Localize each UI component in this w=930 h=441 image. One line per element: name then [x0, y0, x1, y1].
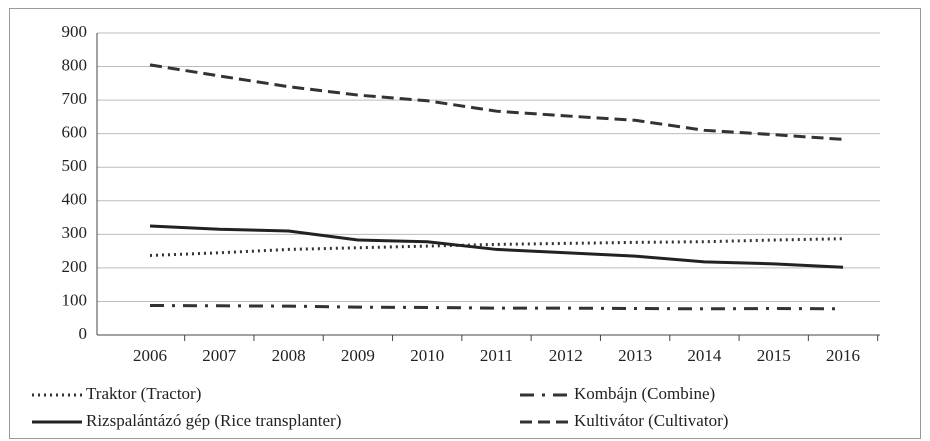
y-tick-label: 600 — [62, 123, 88, 142]
x-tick-label: 2013 — [618, 346, 652, 365]
y-tick-label: 700 — [62, 89, 88, 108]
legend-label: Traktor (Tractor) — [86, 384, 201, 403]
legend-label: Kombájn (Combine) — [574, 384, 715, 403]
x-tick-label: 2011 — [480, 346, 513, 365]
legend-label: Kultivátor (Cultivator) — [574, 411, 728, 430]
x-tick-label: 2016 — [826, 346, 860, 365]
series-line — [149, 303, 844, 311]
x-tick-label: 2014 — [687, 346, 722, 365]
x-tick-label: 2007 — [202, 346, 237, 365]
series-line — [149, 237, 844, 257]
x-tick-label: 2008 — [272, 346, 306, 365]
y-tick-label: 900 — [62, 22, 88, 41]
y-tick-label: 100 — [62, 290, 88, 309]
x-tick-label: 2012 — [549, 346, 583, 365]
y-tick-label: 200 — [62, 257, 88, 276]
series-line — [149, 224, 844, 269]
x-tick-label: 2010 — [410, 346, 444, 365]
y-tick-label: 0 — [79, 324, 88, 343]
x-tick-label: 2015 — [757, 346, 791, 365]
frame — [9, 8, 921, 439]
y-tick-label: 300 — [62, 223, 88, 242]
legend-label: Rizspalántázó gép (Rice transplanter) — [86, 411, 341, 430]
series-line — [149, 63, 844, 141]
x-tick-label: 2009 — [341, 346, 375, 365]
y-tick-label: 800 — [62, 55, 88, 74]
y-tick-label: 500 — [62, 156, 88, 175]
y-tick-label: 400 — [62, 190, 88, 209]
x-tick-label: 2006 — [133, 346, 167, 365]
